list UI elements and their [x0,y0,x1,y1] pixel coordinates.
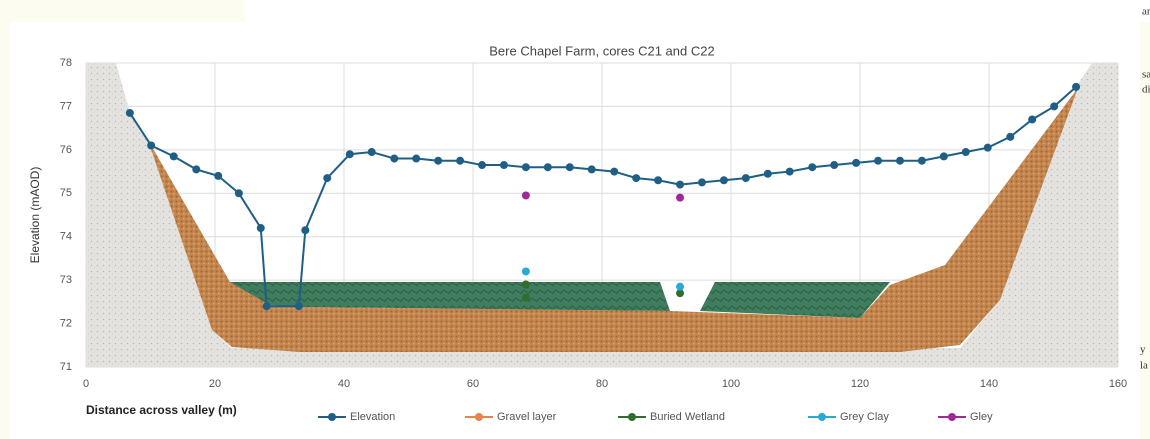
point [1072,82,1081,91]
point [499,161,508,170]
point [390,154,399,163]
text-fragment: la [1140,360,1148,372]
point [434,156,443,165]
y-tick-label: 74 [60,231,72,243]
point [719,176,728,185]
point [895,156,904,165]
x-tick-label: 40 [338,378,350,390]
point [697,178,706,187]
x-tick-label: 20 [209,378,221,390]
legend-label: Grey Clay [840,411,889,423]
text-fragment: y [1140,344,1146,356]
point [256,224,265,233]
y-tick-label: 77 [60,100,72,112]
point [147,141,156,150]
point [654,176,663,185]
point [125,108,134,117]
point [234,189,243,198]
top-strip [245,0,1150,22]
point [983,143,992,152]
point [323,174,332,183]
buried-wetland-layer [230,282,268,304]
point [521,267,530,276]
y-tick-label: 78 [60,57,72,69]
point [521,163,530,172]
point [169,152,178,161]
legend-label: Buried Wetland [650,411,725,423]
point [874,156,883,165]
y-tick-label: 72 [60,317,72,329]
x-tick-label: 160 [1109,378,1127,390]
point [939,152,948,161]
point [294,302,303,311]
point [1028,115,1037,124]
x-tick-label: 0 [83,378,89,390]
point [192,165,201,174]
point [262,302,271,311]
point [301,226,310,235]
x-tick-label: 80 [596,378,608,390]
text-fragment: di [1142,84,1150,96]
point [785,167,794,176]
x-axis-title: Distance across valley (m) [86,403,237,417]
chart-title: Bere Chapel Farm, cores C21 and C22 [489,43,714,58]
point [412,154,421,163]
x-tick-label: 100 [722,378,740,390]
point [587,165,596,174]
point [367,148,376,157]
point [456,156,465,165]
point [632,174,641,183]
point [565,163,574,172]
legend-label: Gley [970,411,993,423]
buried-wetland-layer [230,282,890,318]
point [543,163,552,172]
legend-label: Gravel layer [497,411,557,423]
bedrock [86,63,1118,367]
point [917,156,926,165]
point [741,174,750,183]
x-tick-label: 60 [467,378,479,390]
legend-marker [628,413,636,421]
text-fragment: sa [1142,69,1150,81]
legend: Elevation Gravel layer Buried Wetland Grey … [318,411,993,423]
legend-marker [328,413,336,421]
point [961,148,970,157]
point [676,282,685,291]
point [1006,132,1015,141]
x-tick-label: 120 [851,378,869,390]
text-fragment: an [1142,6,1150,18]
point [852,158,861,167]
y-tick-label: 71 [60,361,72,373]
legend-marker [818,413,826,421]
point [345,150,354,159]
point [521,293,530,302]
point [521,191,530,200]
legend-marker [475,413,483,421]
point [830,161,839,170]
y-tick-label: 73 [60,274,72,286]
legend-marker [948,413,956,421]
y-tick-label: 75 [60,187,72,199]
point [676,180,685,189]
x-tick-label: 140 [980,378,998,390]
y-axis-title: Elevation (mAOD) [28,167,42,264]
point [808,163,817,172]
y-tick-label: 76 [60,144,72,156]
point [521,280,530,289]
point [1050,102,1059,111]
legend-label: Elevation [350,411,395,423]
point [763,169,772,178]
point [214,171,223,180]
point [676,289,685,298]
point [676,193,685,202]
point [478,161,487,170]
plot [125,82,1081,311]
gravel-layer [148,88,1078,352]
point [610,167,619,176]
